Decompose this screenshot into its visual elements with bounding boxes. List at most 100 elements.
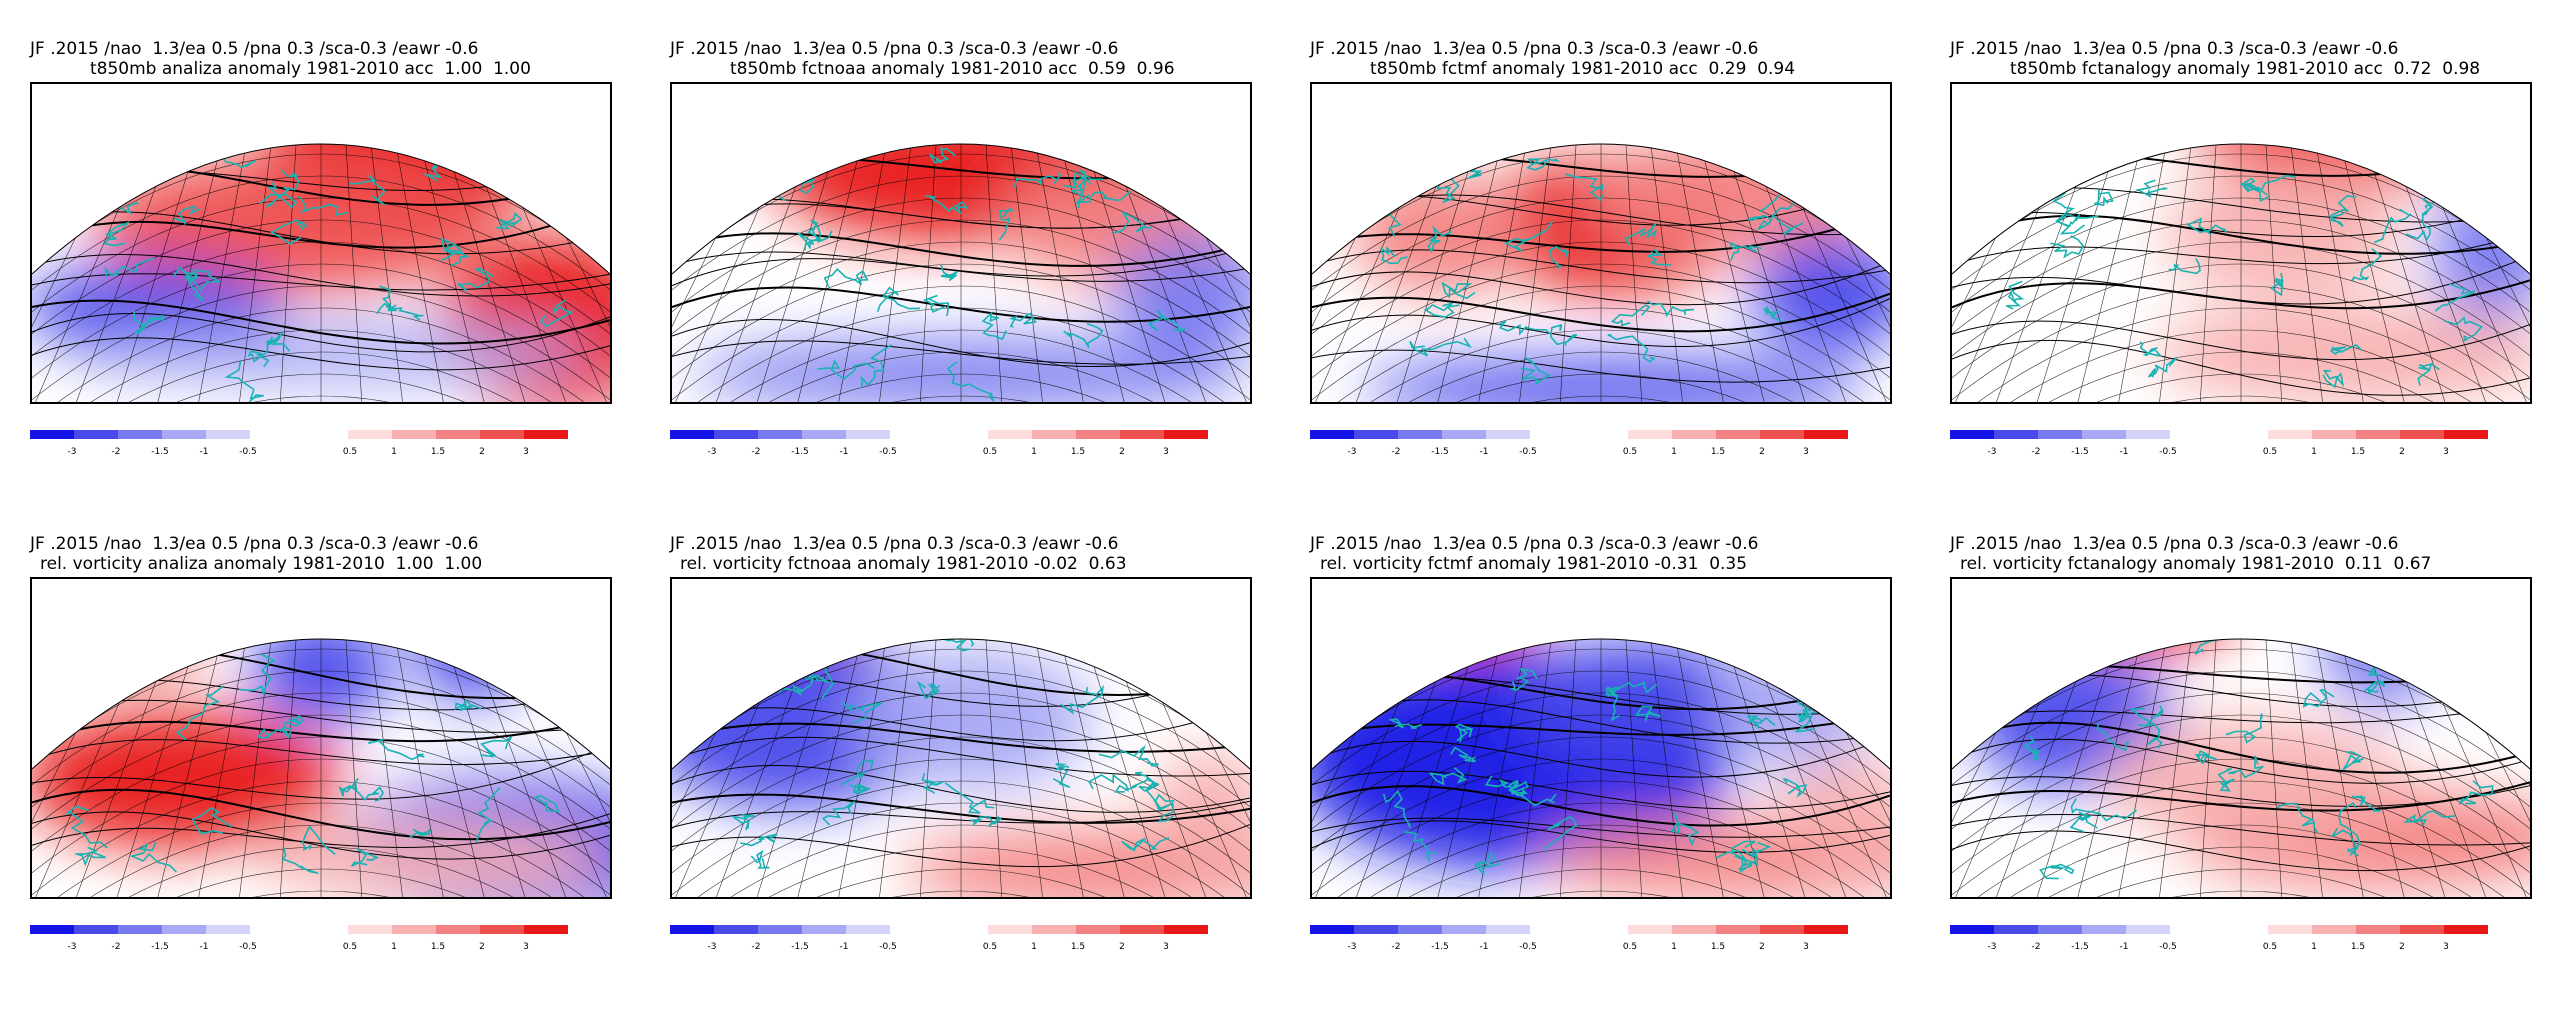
map-domain <box>672 639 1250 897</box>
color-scale-label: 1.5 <box>1071 447 1085 457</box>
color-scale-label: 3 <box>1803 942 1809 952</box>
color-scale-label: 1.5 <box>1711 942 1725 952</box>
domain-boundary <box>1312 143 1890 275</box>
color-scale-swatch <box>714 430 758 439</box>
panel-title-line1: JF .2015 /nao 1.3/ea 0.5 /pna 0.3 /sca-0… <box>670 39 1119 59</box>
color-scale-swatch <box>2268 430 2312 439</box>
color-scale-swatch <box>2356 925 2400 934</box>
color-scale-bar: -3 -2 -1.5 -1 -0.5 0.5 1 1.5 2 3 <box>1950 430 2534 460</box>
map-panel: JF .2015 /nao 1.3/ea 0.5 /pna 0.3 /sca-0… <box>660 40 1260 520</box>
color-scale-label: 2 <box>2399 942 2405 952</box>
map-panel: JF .2015 /nao 1.3/ea 0.5 /pna 0.3 /sca-0… <box>660 535 1260 1015</box>
color-scale-swatch <box>74 925 118 934</box>
color-scale-label: 3 <box>1803 447 1809 457</box>
positive-anomaly-area <box>2192 144 2512 184</box>
domain-boundary <box>672 143 1250 275</box>
map-domain <box>672 144 1250 402</box>
color-scale-swatch <box>2356 430 2400 439</box>
lat-lon-grid <box>1312 639 1890 897</box>
color-scale-swatch <box>436 430 480 439</box>
color-scale-swatch <box>2400 430 2444 439</box>
panel-title-line1: JF .2015 /nao 1.3/ea 0.5 /pna 0.3 /sca-0… <box>670 534 1119 554</box>
color-scale-label: -3 <box>1348 942 1357 952</box>
color-scale-swatch <box>2082 430 2126 439</box>
color-scale-swatch <box>162 925 206 934</box>
color-scale-swatch <box>670 430 714 439</box>
color-scale-swatch <box>1628 430 1672 439</box>
color-scale-swatch <box>1076 925 1120 934</box>
positive-anomaly-area <box>2102 719 2402 839</box>
color-scale-label: 1.5 <box>2351 942 2365 952</box>
color-scale-swatch <box>1672 925 1716 934</box>
panel-title-line2: rel. vorticity fctnoaa anomaly 1981-2010… <box>680 554 1127 574</box>
coastlines <box>2023 639 2494 880</box>
map-domain <box>32 639 610 897</box>
color-scale-swatch <box>392 925 436 934</box>
anomaly-map <box>1310 577 1892 899</box>
color-scale-label: 0.5 <box>1623 942 1637 952</box>
color-scale-label: 1.5 <box>431 447 445 457</box>
color-scale-label: 3 <box>1163 942 1169 952</box>
color-scale-swatch <box>846 430 890 439</box>
color-scale-swatch <box>846 925 890 934</box>
color-scale-swatch <box>2312 430 2356 439</box>
color-scale-swatch <box>524 430 568 439</box>
domain-boundary <box>1952 638 2530 770</box>
color-scale-swatch <box>2400 925 2444 934</box>
color-scale-label: -1.5 <box>791 942 809 952</box>
color-scale-label: -3 <box>68 942 77 952</box>
map-panel: JF .2015 /nao 1.3/ea 0.5 /pna 0.3 /sca-0… <box>20 40 620 520</box>
color-scale-label: -1 <box>1480 942 1489 952</box>
color-scale-label: -2 <box>752 942 761 952</box>
color-scale-swatch <box>2312 925 2356 934</box>
map-domain <box>1952 144 2530 402</box>
color-scale-label: 0.5 <box>343 447 357 457</box>
map-panel: JF .2015 /nao 1.3/ea 0.5 /pna 0.3 /sca-0… <box>1940 40 2540 520</box>
color-scale-swatch <box>1442 430 1486 439</box>
positive-anomaly-area <box>2152 304 2530 402</box>
color-scale-swatch <box>206 925 250 934</box>
color-scale-label: 1.5 <box>1711 447 1725 457</box>
color-scale-swatch <box>988 430 1032 439</box>
color-scale-label: -2 <box>112 447 121 457</box>
anomaly-map <box>1310 82 1892 404</box>
color-scale-swatch <box>802 430 846 439</box>
negative-anomaly-area <box>852 649 1092 789</box>
color-scale-swatch <box>348 925 392 934</box>
panel-title-line1: JF .2015 /nao 1.3/ea 0.5 /pna 0.3 /sca-0… <box>1310 534 1759 554</box>
color-scale-label: -2 <box>1392 447 1401 457</box>
color-scale-swatch <box>988 925 1032 934</box>
color-scale-label: 1 <box>1671 942 1677 952</box>
color-scale-swatch <box>1672 430 1716 439</box>
color-scale-label: -3 <box>1988 942 1997 952</box>
color-scale-label: -1 <box>2120 942 2129 952</box>
color-scale-label: 0.5 <box>983 942 997 952</box>
color-scale-swatch <box>2038 430 2082 439</box>
panel-title-line2: rel. vorticity fctanalogy anomaly 1981-2… <box>1960 554 2432 574</box>
negative-anomaly-area <box>72 324 592 384</box>
positive-anomaly-area <box>92 154 492 294</box>
color-scale-label: 0.5 <box>1623 447 1637 457</box>
domain-boundary <box>672 638 1250 770</box>
color-scale-label: 2 <box>1119 447 1125 457</box>
color-scale-swatch <box>1032 430 1076 439</box>
color-scale-label: 2 <box>1119 942 1125 952</box>
map-panel: JF .2015 /nao 1.3/ea 0.5 /pna 0.3 /sca-0… <box>1300 40 1900 520</box>
color-scale-swatch <box>758 430 802 439</box>
map-domain <box>32 144 610 402</box>
negative-anomaly-area <box>417 639 527 704</box>
color-scale-swatch <box>2444 925 2488 934</box>
anomaly-map <box>1950 577 2532 899</box>
color-scale-label: 3 <box>523 447 529 457</box>
color-scale-swatch <box>1760 430 1804 439</box>
color-scale-swatch <box>162 430 206 439</box>
color-scale-label: -3 <box>708 942 717 952</box>
positive-anomaly-area <box>62 639 202 684</box>
map-panel: JF .2015 /nao 1.3/ea 0.5 /pna 0.3 /sca-0… <box>20 535 620 1015</box>
panel-title-line2: t850mb analiza anomaly 1981-2010 acc 1.0… <box>90 59 531 79</box>
coastlines <box>2005 145 2483 389</box>
color-scale-label: -1.5 <box>151 447 169 457</box>
color-scale-label: 2 <box>1759 942 1765 952</box>
color-scale-label: -1.5 <box>2071 942 2089 952</box>
color-scale-label: 3 <box>2443 447 2449 457</box>
